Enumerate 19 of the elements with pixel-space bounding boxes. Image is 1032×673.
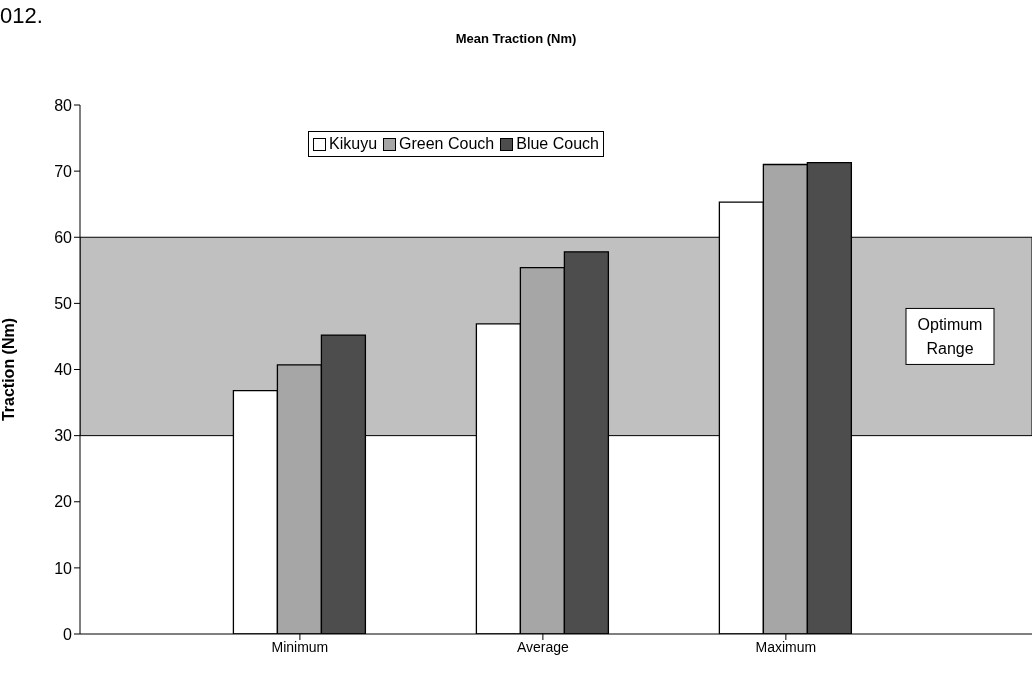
y-tick-label: 70 bbox=[54, 162, 73, 180]
legend-label: Green Couch bbox=[399, 135, 495, 153]
legend-label: Kikuyu bbox=[329, 135, 378, 153]
y-tick-label: 60 bbox=[54, 228, 73, 246]
y-tick-label: 30 bbox=[54, 427, 73, 445]
y-axis-title: Traction (Nm) bbox=[0, 317, 17, 422]
y-tick-label: 40 bbox=[54, 361, 73, 379]
text: 012. bbox=[0, 3, 43, 29]
x-tick-label: Maximum bbox=[755, 638, 817, 655]
chart-title: Mean Traction (Nm) bbox=[454, 31, 578, 46]
legend-label: Blue Couch bbox=[516, 135, 599, 153]
y-tick-label: 20 bbox=[54, 493, 73, 511]
x-tick-label: Average bbox=[516, 638, 570, 655]
y-tick-label: 80 bbox=[54, 96, 73, 114]
y-tick-label: 0 bbox=[63, 625, 73, 643]
band-label: Optimum Range bbox=[917, 315, 983, 357]
y-tick-label: 50 bbox=[54, 295, 73, 313]
y-tick-label: 10 bbox=[54, 559, 73, 577]
x-tick-label: Minimum bbox=[271, 638, 329, 655]
